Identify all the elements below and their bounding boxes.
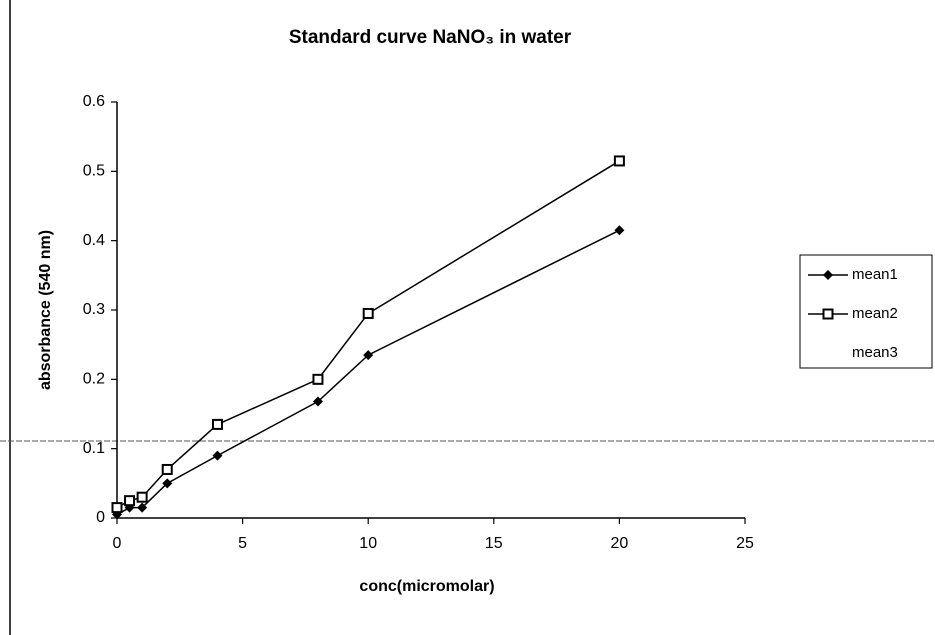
- x-axis-title: conc(micromolar): [359, 578, 494, 595]
- x-tick-label: 5: [238, 535, 247, 552]
- y-tick-label: 0.6: [83, 93, 105, 110]
- data-point: [162, 478, 173, 489]
- y-tick-label: 0.3: [83, 301, 105, 318]
- legend-label: mean1: [852, 266, 898, 283]
- data-point: [212, 450, 223, 461]
- legend-marker: [822, 308, 834, 320]
- y-axis-title: absorbance (540 nm): [37, 230, 54, 390]
- data-point: [312, 373, 324, 385]
- x-tick-label: 10: [359, 535, 377, 552]
- y-tick-label: 0.4: [83, 232, 105, 249]
- data-point: [362, 307, 374, 319]
- data-point: [161, 463, 173, 475]
- chart-title: Standard curve NaNO₃ in water: [289, 27, 572, 48]
- data-point: [137, 502, 148, 513]
- series-line: [116, 229, 620, 516]
- y-tick-label: 0.1: [83, 440, 105, 457]
- x-tick-label: 25: [736, 535, 754, 552]
- legend-box: [799, 254, 933, 369]
- y-tick-label: 0.5: [83, 163, 105, 180]
- legend-label: mean2: [852, 305, 898, 322]
- x-tick-label: 0: [113, 535, 122, 552]
- y-tick-label: 0.2: [83, 371, 105, 388]
- data-point: [614, 225, 625, 236]
- data-point: [136, 491, 148, 503]
- legend-label: mean3: [852, 344, 898, 361]
- data-point: [363, 350, 374, 361]
- y-tick-label: 0: [96, 509, 105, 526]
- data-point: [211, 418, 223, 430]
- data-point: [613, 155, 625, 167]
- legend-marker: [823, 270, 833, 280]
- data-point: [124, 495, 136, 507]
- series-line: [116, 160, 620, 509]
- x-tick-label: 15: [485, 535, 503, 552]
- data-point: [111, 502, 123, 514]
- x-tick-label: 20: [611, 535, 629, 552]
- data-point: [312, 396, 323, 407]
